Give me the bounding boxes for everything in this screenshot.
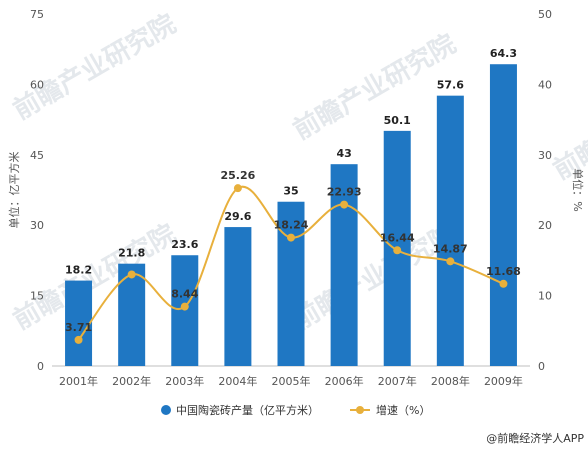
legend: 中国陶瓷砖产量（亿平方米） 增速（%） [161, 403, 430, 417]
growth-point [74, 335, 83, 344]
bar-value-label: 57.6 [437, 79, 464, 92]
right-axis-tick-label: 0 [538, 360, 545, 373]
left-axis-tick-label: 0 [37, 360, 44, 373]
watermark-text: 前瞻产业研究院 [288, 218, 461, 336]
bar-value-label: 21.8 [118, 247, 145, 260]
x-axis-tick-label: 2009年 [484, 374, 523, 388]
bar [489, 64, 517, 367]
growth-value-label: 3.71 [65, 321, 92, 334]
bar-value-label: 64.3 [490, 47, 517, 60]
legend-bar-label: 中国陶瓷砖产量（亿平方米） [176, 403, 319, 417]
bar-value-label: 29.6 [224, 210, 251, 223]
right-axis-tick-label: 40 [538, 78, 552, 91]
growth-value-label: 18.24 [274, 219, 309, 232]
legend-line-point [356, 406, 364, 414]
x-axis-tick-label: 2006年 [325, 374, 364, 388]
growth-point [446, 257, 455, 266]
growth-value-label: 11.68 [486, 265, 521, 278]
growth-point [393, 246, 402, 255]
bar-value-label: 43 [336, 147, 351, 160]
watermark-text: 前瞻产业研究院 [8, 218, 181, 336]
left-axis-title: 单位：亿平方米 [7, 152, 21, 229]
bar [118, 263, 146, 366]
legend-bar-marker [161, 405, 171, 415]
growth-point [233, 184, 242, 193]
bar-value-label: 23.6 [171, 238, 198, 251]
right-axis-tick-label: 50 [538, 8, 552, 21]
right-axis-tick-label: 10 [538, 290, 552, 303]
bar [171, 255, 199, 366]
x-axis-tick-label: 2008年 [431, 374, 470, 388]
bar [224, 227, 252, 366]
left-axis-tick-label: 30 [30, 219, 44, 232]
x-axis-tick-label: 2003年 [165, 374, 204, 388]
left-axis-tick-label: 45 [30, 149, 44, 162]
axes: 0 15 30 45 60 75 0 10 20 30 40 50 2001年 2002年 2003年 200… [7, 8, 585, 388]
right-axis-tick-label: 20 [538, 219, 552, 232]
growth-value-label: 14.87 [433, 242, 468, 255]
data-labels: 18.2 21.8 23.6 29.6 35 43 50.1 57.6 64.3 3.71 8.44… [65, 47, 521, 334]
bar-value-label: 18.2 [65, 264, 92, 277]
growth-point [287, 233, 295, 242]
growth-point [180, 302, 189, 311]
growth-value-label: 22.93 [327, 186, 362, 199]
growth-point [499, 279, 508, 288]
x-axis-tick-label: 2005年 [272, 374, 311, 388]
x-axis-tick-label: 2007年 [378, 374, 417, 388]
legend-line-label: 增速（%） [376, 403, 430, 417]
growth-point [127, 270, 136, 279]
growth-value-label: 25.26 [220, 169, 255, 182]
right-axis-title: 单位：% [571, 168, 585, 211]
right-axis-tick-label: 30 [538, 149, 552, 162]
bar [277, 201, 305, 366]
bar-value-label: 50.1 [384, 114, 411, 127]
growth-value-label: 16.44 [380, 231, 415, 244]
left-axis-tick-label: 75 [30, 8, 44, 21]
watermark-text: 前瞻产业研究院 [8, 8, 181, 126]
growth-point [340, 200, 349, 209]
watermark-text: 前瞻产业研究院 [288, 28, 461, 146]
bar-series [65, 64, 517, 367]
line-series [74, 184, 508, 344]
bar-value-label: 35 [283, 185, 298, 198]
growth-value-label: 8.44 [171, 288, 198, 301]
x-axis-tick-label: 2004年 [218, 374, 257, 388]
growth-line [77, 185, 504, 341]
left-axis-tick-label: 15 [30, 290, 44, 303]
bar [65, 280, 93, 366]
bar [436, 95, 464, 366]
left-axis-tick-label: 60 [30, 78, 44, 91]
source-credit: @前瞻经济学人APP [486, 431, 584, 445]
bar [330, 164, 358, 366]
x-axis-tick-label: 2001年 [59, 374, 98, 388]
x-axis-tick-label: 2002年 [112, 374, 151, 388]
